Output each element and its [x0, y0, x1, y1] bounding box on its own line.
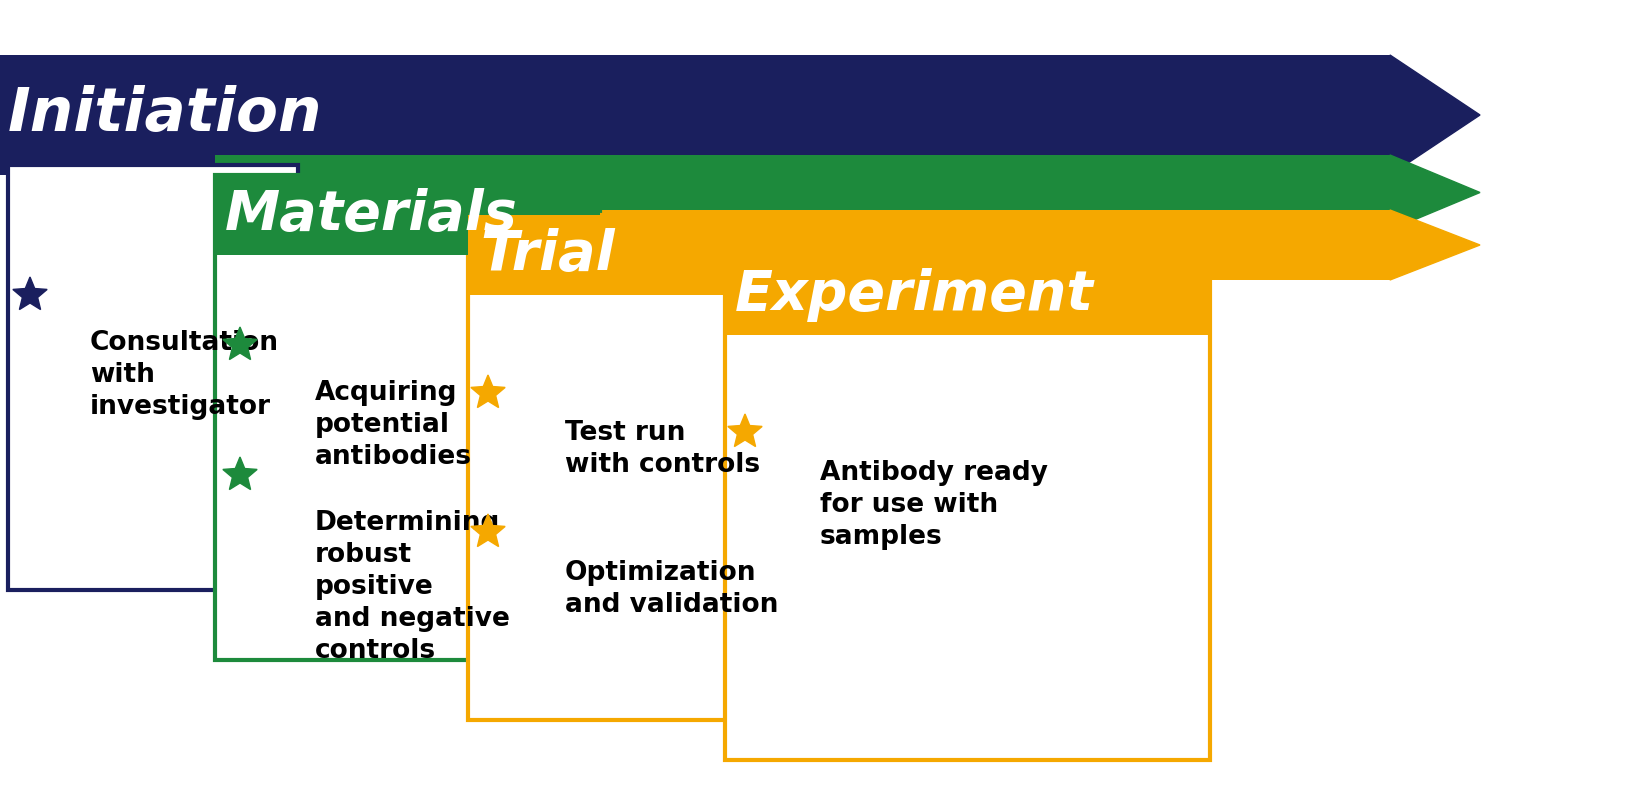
Bar	[725, 255, 1210, 335]
Text: Optimization
and validation: Optimization and validation	[565, 560, 778, 618]
Polygon shape	[222, 457, 257, 489]
Text: Antibody ready
for use with
samples: Antibody ready for use with samples	[821, 460, 1048, 550]
Bar	[468, 215, 836, 720]
Text: Consultation
with
investigator: Consultation with investigator	[91, 330, 279, 420]
Bar	[214, 175, 600, 255]
Text: Acquiring
potential
antibodies: Acquiring potential antibodies	[315, 380, 471, 470]
Polygon shape	[471, 375, 506, 408]
Bar	[470, 210, 1389, 280]
Polygon shape	[471, 514, 506, 546]
Bar	[8, 165, 298, 590]
Polygon shape	[1389, 55, 1480, 175]
Bar	[468, 215, 836, 295]
Polygon shape	[222, 327, 257, 360]
Text: Determining
robust
positive
and negative
controls: Determining robust positive and negative…	[315, 510, 509, 664]
Text: Test run
with controls: Test run with controls	[565, 420, 760, 478]
Polygon shape	[1389, 155, 1480, 230]
Bar	[214, 175, 600, 660]
Polygon shape	[13, 277, 48, 309]
Bar	[214, 155, 1389, 230]
Text: Materials: Materials	[226, 188, 517, 242]
Text: Trial: Trial	[480, 228, 615, 282]
Bar	[0, 55, 1389, 175]
Bar	[725, 255, 1210, 760]
Text: Experiment: Experiment	[735, 268, 1094, 322]
Text: Initiation: Initiation	[8, 86, 323, 144]
Polygon shape	[728, 414, 761, 447]
Polygon shape	[1389, 210, 1480, 280]
